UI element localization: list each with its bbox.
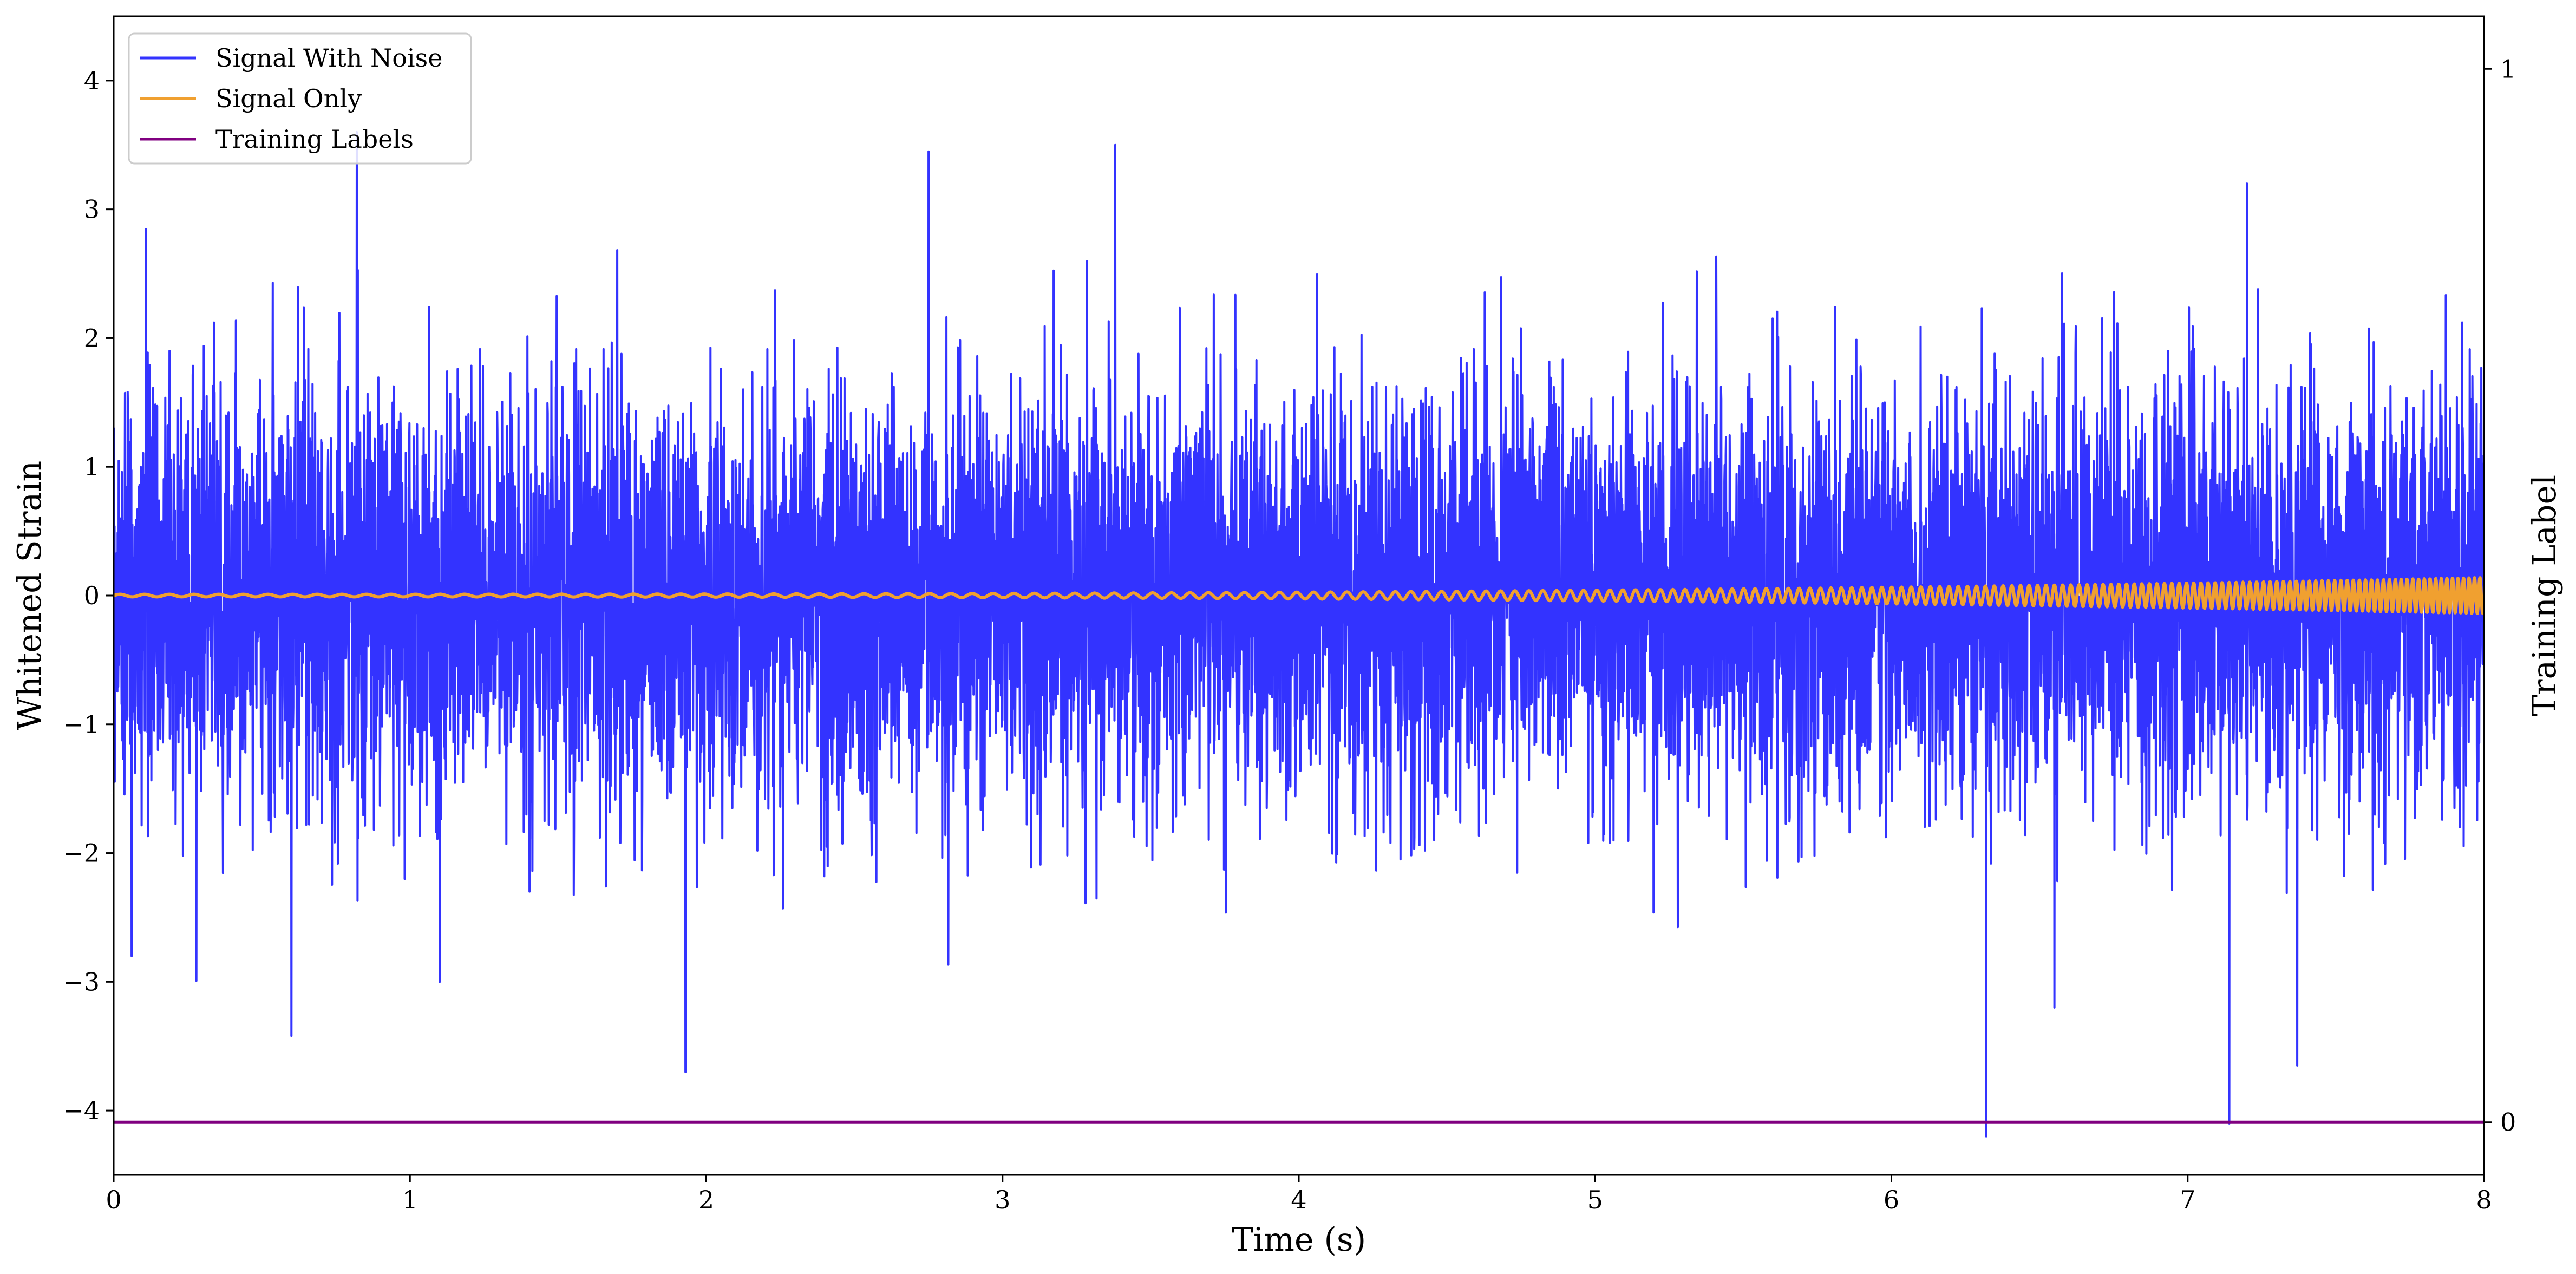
y-axis-left: −4 −3 −2 −1 0 1 2 3 4 — [63, 66, 114, 1125]
y-tick-label: 1 — [84, 452, 100, 481]
y-tick-label: −1 — [63, 710, 100, 739]
y-tick-label: 4 — [84, 66, 100, 95]
series-layer — [114, 131, 2484, 1138]
legend-entry-training-labels: Training Labels — [140, 125, 414, 154]
x-tick-label: 4 — [1291, 1185, 1306, 1214]
y-tick-label: −2 — [63, 839, 100, 868]
legend-box — [128, 32, 472, 165]
series-line-signal-only — [114, 576, 2484, 615]
y-tick-label: −4 — [63, 1096, 100, 1125]
x-tick-label: 8 — [2476, 1185, 2492, 1214]
legend: Signal With Noise Signal Only Training L… — [128, 32, 472, 165]
x-tick-label: 7 — [2180, 1185, 2195, 1214]
legend-label-signal-with-noise: Signal With Noise — [215, 43, 442, 73]
y-tick-label: 0 — [84, 581, 100, 610]
plot-area — [114, 131, 2484, 1138]
legend-label-training-labels: Training Labels — [215, 125, 414, 154]
y-axis-label: Whitened Strain — [11, 461, 49, 730]
y2-axis-label: Training Label — [2526, 475, 2564, 716]
y-tick-label: 2 — [84, 323, 100, 352]
x-axis-label: Time (s) — [1232, 1221, 1366, 1259]
y-axis-right: 01 — [2484, 54, 2516, 1137]
y2-tick-label: 1 — [2500, 54, 2516, 83]
legend-entry-signal-with-noise: Signal With Noise — [140, 43, 442, 73]
x-tick-label: 6 — [1884, 1185, 1899, 1214]
legend-entry-signal-only: Signal Only — [140, 84, 362, 113]
x-tick-label: 1 — [402, 1185, 418, 1214]
legend-label-signal-only: Signal Only — [215, 84, 362, 113]
series-line-signal-with-noise — [114, 131, 2484, 1138]
y-tick-label: 3 — [84, 195, 100, 224]
x-tick-label: 3 — [995, 1185, 1010, 1214]
x-axis: 0 1 2 3 4 5 6 7 8 — [106, 1175, 2492, 1214]
x-tick-label: 5 — [1587, 1185, 1603, 1214]
x-tick-label: 0 — [106, 1185, 121, 1214]
y2-tick-label: 0 — [2500, 1108, 2516, 1137]
y-tick-label: −3 — [63, 967, 100, 996]
x-tick-label: 2 — [698, 1185, 714, 1214]
